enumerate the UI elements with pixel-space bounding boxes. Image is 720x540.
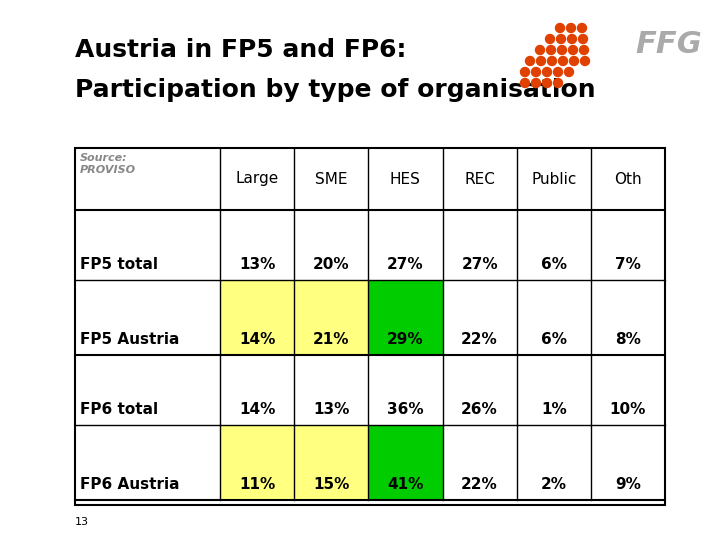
Text: Participation by type of organisation: Participation by type of organisation bbox=[75, 78, 595, 102]
Text: 15%: 15% bbox=[313, 477, 349, 492]
Text: 22%: 22% bbox=[462, 332, 498, 347]
Text: SME: SME bbox=[315, 172, 348, 186]
Text: FFG: FFG bbox=[635, 30, 702, 59]
Circle shape bbox=[546, 35, 554, 44]
Circle shape bbox=[521, 68, 529, 77]
Text: Austria in FP5 and FP6:: Austria in FP5 and FP6: bbox=[75, 38, 406, 62]
Circle shape bbox=[557, 35, 565, 44]
Text: FP5 total: FP5 total bbox=[80, 257, 158, 272]
Circle shape bbox=[531, 68, 541, 77]
Circle shape bbox=[567, 24, 575, 32]
Circle shape bbox=[536, 57, 546, 65]
Circle shape bbox=[564, 68, 574, 77]
Text: 13%: 13% bbox=[239, 257, 275, 272]
Bar bbox=[75, 148, 665, 505]
Text: 22%: 22% bbox=[462, 477, 498, 492]
Text: REC: REC bbox=[464, 172, 495, 186]
Circle shape bbox=[580, 57, 590, 65]
Circle shape bbox=[554, 68, 562, 77]
Text: FP5 Austria: FP5 Austria bbox=[80, 332, 179, 347]
Text: FP6 Austria: FP6 Austria bbox=[80, 477, 179, 492]
Circle shape bbox=[546, 45, 556, 55]
Bar bbox=[75, 425, 665, 500]
Text: 27%: 27% bbox=[387, 257, 424, 272]
Bar bbox=[75, 210, 665, 280]
Text: 41%: 41% bbox=[387, 477, 423, 492]
Text: Large: Large bbox=[235, 172, 279, 186]
Text: 14%: 14% bbox=[239, 402, 275, 417]
Text: 36%: 36% bbox=[387, 402, 424, 417]
Circle shape bbox=[580, 45, 588, 55]
Text: 26%: 26% bbox=[462, 402, 498, 417]
Text: 8%: 8% bbox=[615, 332, 641, 347]
Bar bbox=[220, 425, 294, 500]
Circle shape bbox=[547, 57, 557, 65]
Circle shape bbox=[531, 78, 541, 87]
Text: 6%: 6% bbox=[541, 257, 567, 272]
Circle shape bbox=[556, 24, 564, 32]
Bar bbox=[220, 280, 294, 355]
Circle shape bbox=[569, 45, 577, 55]
Circle shape bbox=[526, 57, 534, 65]
Text: Oth: Oth bbox=[614, 172, 642, 186]
Text: 10%: 10% bbox=[610, 402, 646, 417]
Circle shape bbox=[554, 78, 562, 87]
Text: 14%: 14% bbox=[239, 332, 275, 347]
Bar bbox=[75, 280, 665, 355]
Text: 7%: 7% bbox=[615, 257, 641, 272]
Circle shape bbox=[521, 78, 529, 87]
Text: 29%: 29% bbox=[387, 332, 424, 347]
Bar bbox=[369, 425, 443, 500]
Bar bbox=[75, 355, 665, 425]
Text: 27%: 27% bbox=[462, 257, 498, 272]
Text: Public: Public bbox=[531, 172, 577, 186]
Text: 13: 13 bbox=[75, 517, 89, 527]
Circle shape bbox=[536, 45, 544, 55]
Text: Source:
PROVISO: Source: PROVISO bbox=[80, 153, 136, 174]
Text: 1%: 1% bbox=[541, 402, 567, 417]
Circle shape bbox=[542, 78, 552, 87]
Circle shape bbox=[577, 24, 587, 32]
Text: 6%: 6% bbox=[541, 332, 567, 347]
Circle shape bbox=[559, 57, 567, 65]
Text: 11%: 11% bbox=[239, 477, 275, 492]
Text: 21%: 21% bbox=[313, 332, 349, 347]
Circle shape bbox=[570, 57, 578, 65]
Text: HES: HES bbox=[390, 172, 421, 186]
Circle shape bbox=[578, 35, 588, 44]
Text: 13%: 13% bbox=[313, 402, 349, 417]
Text: FP6 total: FP6 total bbox=[80, 402, 158, 417]
Circle shape bbox=[567, 35, 577, 44]
Text: 9%: 9% bbox=[615, 477, 641, 492]
Bar bbox=[369, 280, 443, 355]
Text: 20%: 20% bbox=[313, 257, 350, 272]
Bar bbox=[294, 280, 369, 355]
Circle shape bbox=[542, 68, 552, 77]
Circle shape bbox=[557, 45, 567, 55]
Text: 2%: 2% bbox=[541, 477, 567, 492]
Bar bbox=[294, 425, 369, 500]
